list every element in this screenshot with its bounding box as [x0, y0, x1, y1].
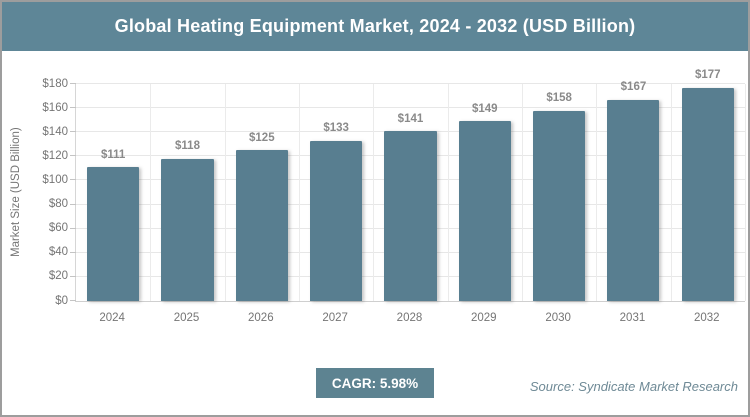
bar-value-label: $125 — [249, 131, 275, 144]
x-axis-label: 2026 — [248, 312, 274, 324]
y-tick-label: $80 — [48, 197, 68, 210]
gridline-vertical — [150, 84, 152, 301]
y-tick-mark — [70, 203, 76, 205]
gridline-vertical — [299, 84, 300, 301]
cagr-badge: CAGR: 5.98% — [316, 368, 434, 398]
x-axis-label: 2025 — [173, 312, 200, 324]
bar-value-label: $111 — [101, 148, 126, 161]
gridline-vertical — [670, 84, 672, 301]
bar-column: $125 — [225, 84, 299, 301]
x-axis-label: 2032 — [693, 312, 720, 324]
y-tick-label: $60 — [48, 221, 68, 234]
bar-column: $111 — [76, 84, 150, 301]
bar — [87, 167, 140, 301]
y-tick-mark — [70, 251, 76, 253]
gridline-vertical — [447, 84, 449, 301]
x-axis-label: 2030 — [545, 312, 571, 324]
x-axis-labels: 2024 2025 2026 2027 2028 2029 2030 2031 2032 — [75, 312, 744, 330]
chart-title: Global Heating Equipment Market, 2024 - … — [114, 16, 636, 36]
bar-value-label: $141 — [397, 112, 424, 125]
bar-value-label: $167 — [620, 81, 647, 94]
gridline-horizontal — [76, 107, 745, 109]
y-tick-mark — [70, 155, 76, 157]
bar-value-label: $177 — [694, 69, 721, 82]
bar-value-label: $158 — [546, 92, 572, 105]
x-axis-label: 2027 — [322, 312, 348, 324]
y-tick-mark — [70, 300, 76, 301]
y-tick-label: $20 — [48, 270, 68, 283]
bar — [235, 150, 288, 301]
x-axis-label: 2031 — [619, 312, 646, 324]
x-axis-label: 2029 — [471, 312, 497, 324]
bar — [607, 99, 660, 301]
y-tick-label: $120 — [42, 149, 68, 162]
bar-column: $133 — [299, 84, 373, 301]
bar-column: $118 — [150, 84, 224, 301]
bar — [533, 110, 586, 301]
y-tick-mark — [70, 107, 76, 109]
y-axis-ticks: $0 $20 $40 $60 $80 $100 $120 $140 $160 $180 — [20, 78, 68, 306]
y-tick-label: $180 — [42, 77, 68, 90]
y-tick-label: $160 — [42, 101, 68, 114]
bar-column: $158 — [522, 84, 596, 301]
y-tick-label: $100 — [42, 173, 68, 186]
gridline-vertical — [745, 84, 746, 301]
x-axis-label: 2024 — [99, 312, 125, 324]
y-tick-mark — [70, 83, 76, 84]
bar-column: $167 — [596, 82, 670, 301]
y-tick-mark — [70, 227, 76, 229]
bar — [310, 140, 363, 301]
y-tick-label: $0 — [55, 294, 68, 307]
bar — [681, 87, 734, 301]
x-axis-label: 2028 — [396, 312, 423, 324]
source-note: Source: Syndicate Market Research — [529, 379, 738, 394]
bar — [384, 131, 437, 301]
bar-value-label: $118 — [175, 140, 200, 153]
y-tick-label: $40 — [48, 246, 68, 259]
bar-column: $177 — [671, 70, 745, 301]
y-tick-mark — [70, 179, 76, 181]
gridline-vertical — [224, 84, 226, 301]
bar-row: $111 $118 $125 $133 $141 $149 $158 $167 $177 — [76, 70, 745, 301]
bar-column: $141 — [373, 84, 447, 301]
y-tick-label: $140 — [42, 125, 68, 138]
chart-title-bar: Global Heating Equipment Market, 2024 - … — [2, 2, 748, 51]
y-tick-mark — [70, 131, 76, 133]
y-tick-mark — [70, 275, 76, 277]
bar-column: $149 — [448, 84, 522, 301]
bar — [458, 121, 511, 301]
bar-value-label: $149 — [472, 102, 498, 115]
bar-value-label: $133 — [323, 122, 349, 135]
bar — [161, 158, 214, 301]
gridline-vertical — [596, 84, 598, 301]
cagr-label: CAGR: 5.98% — [331, 375, 419, 391]
plot-area: $111 $118 $125 $133 $141 $149 $158 $167 $177 — [70, 70, 746, 302]
gridline-horizontal — [76, 83, 745, 84]
gridline-vertical — [373, 84, 375, 301]
gridline-vertical — [522, 84, 523, 301]
